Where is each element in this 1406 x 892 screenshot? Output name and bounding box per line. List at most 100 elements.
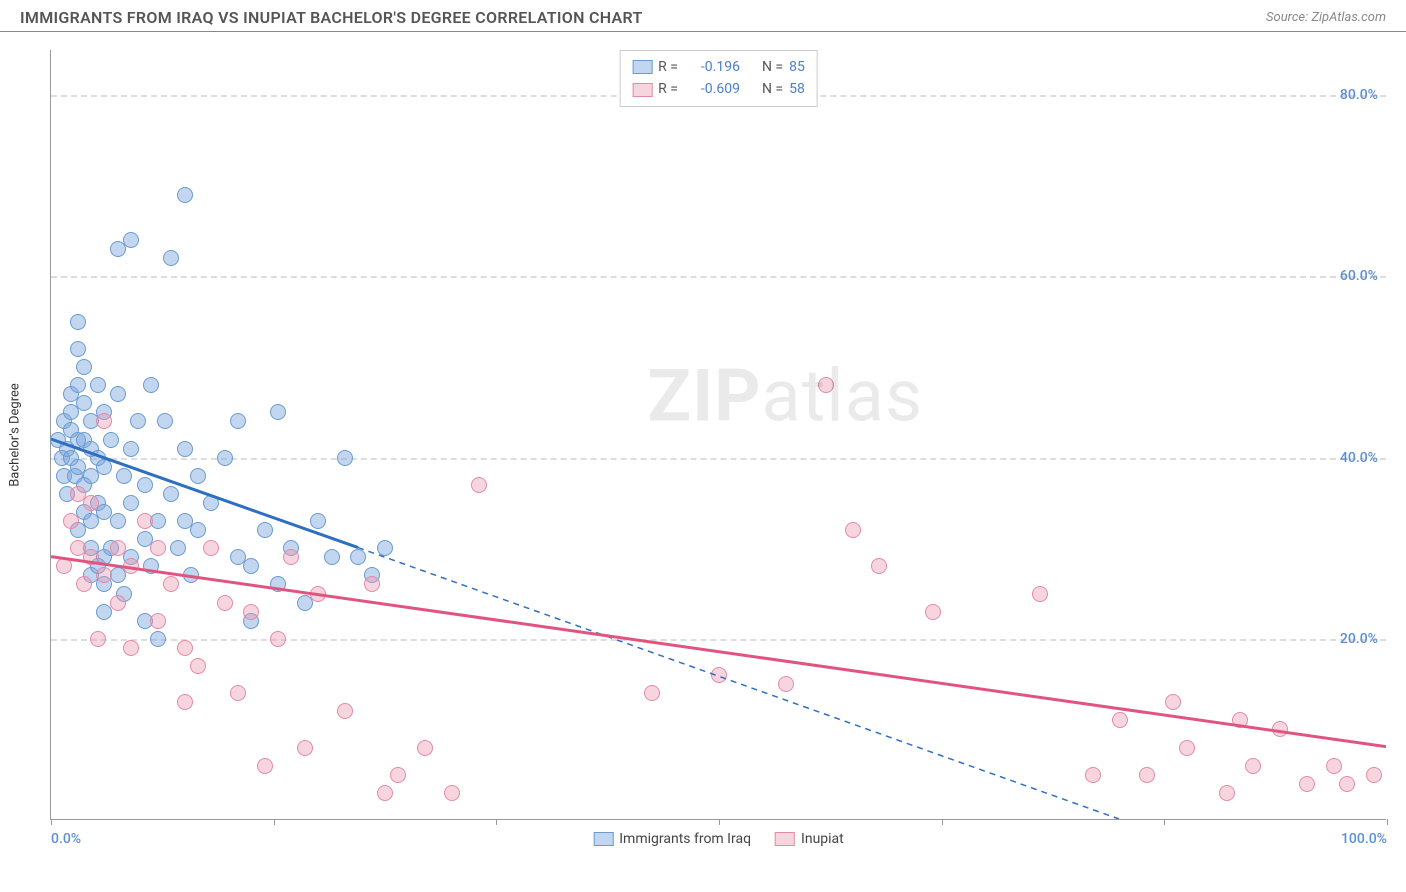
scatter-point (1326, 758, 1342, 774)
scatter-point (103, 432, 119, 448)
scatter-point (1085, 767, 1101, 783)
scatter-point (163, 250, 179, 266)
scatter-point (1179, 740, 1195, 756)
scatter-point (150, 613, 166, 629)
correlation-row-1: R = -0.609 N = 58 (632, 78, 805, 100)
scatter-point (90, 377, 106, 393)
scatter-point (177, 640, 193, 656)
plot-region: ZIPatlas R = -0.196 N = 85 R = -0.609 N … (50, 50, 1386, 820)
scatter-point (310, 513, 326, 529)
legend-swatch-1 (775, 832, 795, 846)
scatter-point (96, 413, 112, 429)
gridline (51, 276, 1386, 278)
scatter-point (137, 477, 153, 493)
x-tick (942, 819, 943, 825)
scatter-point (183, 567, 199, 583)
scatter-point (177, 694, 193, 710)
correlation-legend: R = -0.196 N = 85 R = -0.609 N = 58 (619, 50, 818, 107)
scatter-point (217, 450, 233, 466)
scatter-point (871, 558, 887, 574)
scatter-point (110, 540, 126, 556)
scatter-point (845, 522, 861, 538)
scatter-point (283, 549, 299, 565)
n-value-0: 85 (789, 56, 805, 78)
scatter-point (143, 377, 159, 393)
scatter-point (310, 586, 326, 602)
scatter-point (1232, 712, 1248, 728)
source-attribution: Source: ZipAtlas.com (1266, 10, 1386, 25)
scatter-point (76, 576, 92, 592)
legend-swatch-0 (593, 832, 613, 846)
scatter-point (350, 549, 366, 565)
correlation-row-0: R = -0.196 N = 85 (632, 56, 805, 78)
scatter-point (644, 685, 660, 701)
y-tick-label: 20.0% (1340, 631, 1378, 647)
scatter-point (123, 495, 139, 511)
scatter-point (143, 558, 159, 574)
scatter-point (417, 740, 433, 756)
scatter-point (83, 549, 99, 565)
y-axis-title: Bachelor's Degree (8, 383, 23, 487)
scatter-point (297, 740, 313, 756)
y-tick-label: 40.0% (1340, 450, 1378, 466)
gridline (51, 639, 1386, 641)
x-tick-label: 0.0% (51, 831, 81, 847)
x-tick (719, 819, 720, 825)
scatter-point (324, 549, 340, 565)
scatter-point (90, 631, 106, 647)
scatter-point (1299, 776, 1315, 792)
trendlines (51, 50, 1386, 819)
scatter-point (56, 558, 72, 574)
scatter-point (190, 658, 206, 674)
scatter-point (270, 576, 286, 592)
scatter-point (70, 377, 86, 393)
scatter-point (364, 576, 380, 592)
scatter-point (110, 386, 126, 402)
source-value: ZipAtlas.com (1311, 10, 1386, 25)
legend-item-0: Immigrants from Iraq (593, 831, 751, 847)
x-tick (1387, 819, 1388, 825)
gridline (51, 458, 1386, 460)
scatter-point (471, 477, 487, 493)
n-value-1: 58 (789, 78, 805, 100)
series-legend: Immigrants from Iraq Inupiat (593, 831, 844, 847)
r-value-0: -0.196 (684, 56, 740, 78)
scatter-point (778, 676, 794, 692)
scatter-point (1219, 785, 1235, 801)
scatter-point (70, 341, 86, 357)
scatter-point (123, 441, 139, 457)
x-tick-label: 100.0% (1341, 831, 1387, 847)
r-label-1: R = (658, 78, 678, 100)
y-tick-label: 80.0% (1340, 87, 1378, 103)
scatter-point (96, 567, 112, 583)
scatter-point (177, 441, 193, 457)
scatter-point (123, 558, 139, 574)
scatter-point (270, 404, 286, 420)
r-label-0: R = (658, 56, 678, 78)
x-tick (496, 819, 497, 825)
scatter-point (63, 513, 79, 529)
legend-item-1: Inupiat (775, 831, 844, 847)
y-tick-label: 60.0% (1340, 268, 1378, 284)
scatter-point (170, 540, 186, 556)
scatter-point (1112, 712, 1128, 728)
scatter-point (390, 767, 406, 783)
scatter-point (116, 468, 132, 484)
scatter-point (337, 703, 353, 719)
scatter-point (377, 540, 393, 556)
scatter-point (444, 785, 460, 801)
scatter-point (711, 667, 727, 683)
scatter-point (177, 187, 193, 203)
scatter-point (190, 522, 206, 538)
watermark-zip: ZIP (647, 354, 761, 439)
legend-label-1: Inupiat (801, 831, 844, 847)
x-tick (274, 819, 275, 825)
scatter-point (123, 640, 139, 656)
watermark: ZIPatlas (647, 354, 923, 439)
scatter-point (190, 468, 206, 484)
scatter-point (1165, 694, 1181, 710)
x-tick (1164, 819, 1165, 825)
scatter-point (217, 595, 233, 611)
scatter-point (230, 413, 246, 429)
scatter-point (1339, 776, 1355, 792)
